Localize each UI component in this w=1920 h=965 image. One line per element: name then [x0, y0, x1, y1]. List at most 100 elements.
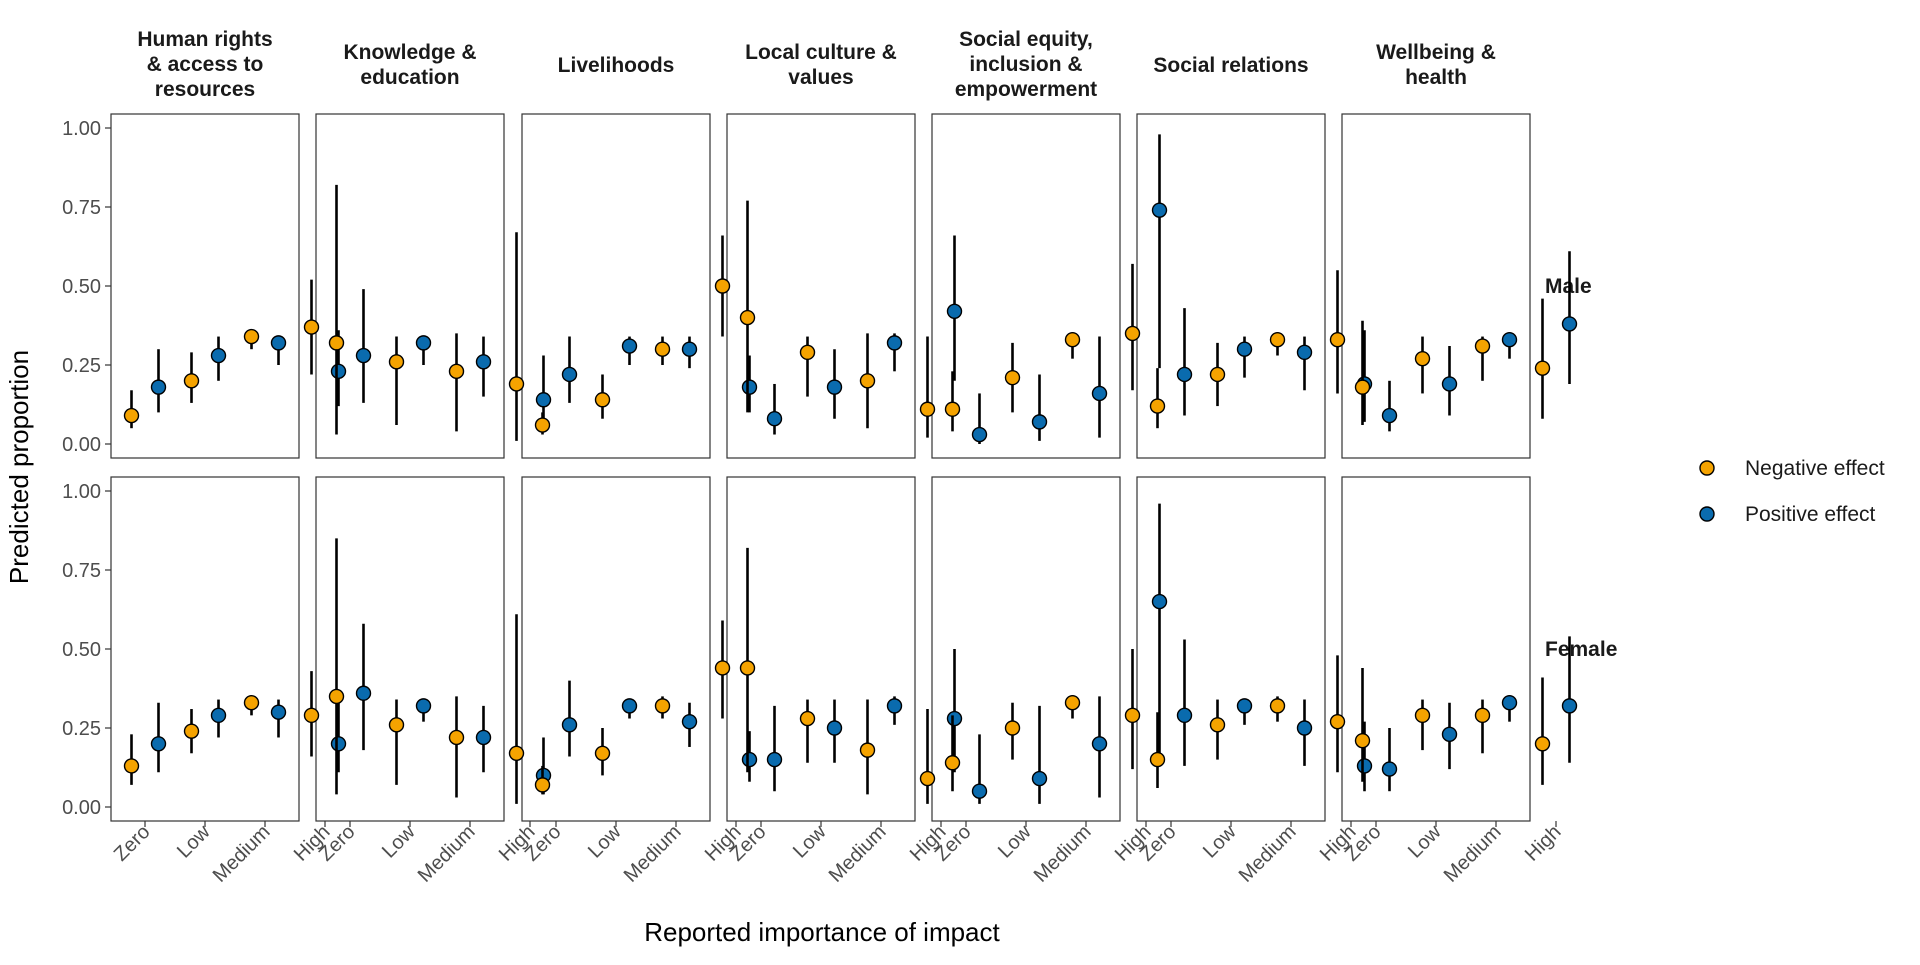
- panel-frame: [521, 113, 711, 459]
- positive-effect-point: [1356, 758, 1373, 774]
- negative-effect-point: [303, 707, 320, 724]
- y-tick-label: 0.25: [62, 718, 101, 740]
- negative-effect-point: [1149, 398, 1166, 414]
- panel-frame: [931, 476, 1121, 822]
- positive-effect-point: [1176, 707, 1193, 724]
- facet-column-label: values: [788, 66, 853, 89]
- negative-effect-point: [919, 770, 936, 787]
- negative-effect-point: [1064, 332, 1081, 348]
- x-tick-label: Low: [1404, 821, 1446, 863]
- positive-effect-point: [1236, 341, 1253, 357]
- y-tick-label: 0.00: [62, 434, 101, 456]
- x-tick-label: Medium: [825, 821, 891, 887]
- panel-frame: [1136, 113, 1326, 459]
- negative-effect-point: [859, 373, 876, 389]
- positive-effect-point: [1441, 376, 1458, 392]
- negative-effect-point: [919, 401, 936, 417]
- negative-effect-point: [1414, 707, 1431, 724]
- positive-effect-point: [1381, 761, 1398, 777]
- facet-column-label: Livelihoods: [558, 54, 675, 77]
- negative-effect-point: [388, 717, 405, 733]
- negative-effect-point: [123, 758, 140, 774]
- y-tick-label: 0.75: [62, 560, 101, 582]
- positive-effect-point: [886, 335, 903, 351]
- x-tick-label: Low: [1199, 821, 1241, 863]
- negative-effect-point: [1004, 720, 1021, 736]
- negative-effect-point: [1329, 332, 1346, 348]
- negative-effect-point: [1124, 707, 1141, 724]
- positive-effect-point: [415, 698, 432, 714]
- positive-effect-point: [355, 347, 372, 364]
- y-tick-label: 1.00: [62, 118, 101, 140]
- positive-effect-point: [766, 751, 783, 768]
- facet-column-label: education: [360, 66, 459, 89]
- positive-effect-point: [741, 751, 758, 768]
- negative-effect-point: [944, 401, 961, 417]
- y-tick-label: 0.50: [62, 639, 101, 661]
- positive-effect-point: [355, 685, 372, 701]
- positive-effect-point: [210, 707, 227, 724]
- negative-effect-point: [1209, 366, 1226, 383]
- positive-effect-point: [150, 379, 167, 395]
- panel-frame: [315, 476, 505, 822]
- facet-column-label: Knowledge &: [343, 41, 476, 64]
- panel-frame: [726, 476, 916, 822]
- x-tick-label: Medium: [620, 821, 686, 887]
- legend-swatch: [1699, 506, 1715, 522]
- negative-effect-point: [654, 341, 671, 357]
- positive-effect-point: [681, 713, 698, 730]
- negative-effect-point: [183, 723, 200, 739]
- negative-effect-point: [1124, 325, 1141, 342]
- panel-frame: [315, 113, 505, 459]
- positive-effect-point: [1441, 726, 1458, 743]
- negative-effect-point: [1329, 713, 1346, 730]
- positive-effect-point: [535, 392, 552, 408]
- negative-effect-point: [799, 344, 816, 361]
- legend-swatch: [1699, 460, 1715, 476]
- panel-frame: [110, 113, 300, 459]
- positive-effect-point: [270, 335, 287, 351]
- positive-effect-point: [1561, 698, 1578, 714]
- facet-column-label: & access to: [147, 53, 264, 76]
- y-axis-title: Predicted proportion: [4, 350, 34, 584]
- negative-effect-point: [654, 698, 671, 714]
- panel-frame: [1136, 476, 1326, 822]
- y-tick-label: 1.00: [62, 481, 101, 503]
- negative-effect-point: [1354, 732, 1371, 749]
- negative-effect-point: [508, 745, 525, 761]
- x-tick-label: Zero: [110, 821, 155, 866]
- positive-effect-point: [946, 710, 963, 727]
- negative-effect-point: [714, 278, 731, 294]
- positive-effect-point: [1151, 202, 1168, 218]
- facet-column-label: Human rights: [137, 28, 272, 51]
- negative-effect-point: [328, 688, 345, 705]
- panel-frame: [931, 113, 1121, 459]
- positive-effect-point: [561, 366, 578, 383]
- x-tick-label: Medium: [1235, 821, 1301, 887]
- negative-effect-point: [594, 392, 611, 408]
- facet-column-label: inclusion &: [969, 53, 1082, 76]
- facet-column-label: Local culture &: [745, 41, 897, 64]
- positive-effect-point: [1296, 720, 1313, 736]
- negative-effect-point: [448, 729, 465, 746]
- negative-effect-point: [1004, 369, 1021, 386]
- positive-effect-point: [971, 783, 988, 799]
- negative-effect-point: [944, 755, 961, 771]
- positive-effect-point: [1381, 407, 1398, 424]
- x-tick-label: Medium: [414, 821, 480, 887]
- facet-column-label: resources: [155, 78, 255, 101]
- positive-effect-point: [621, 698, 638, 714]
- positive-effect-point: [826, 720, 843, 736]
- panel-frame: [1341, 476, 1531, 822]
- negative-effect-point: [183, 373, 200, 389]
- negative-effect-point: [1414, 350, 1431, 367]
- panel-frame: [1341, 113, 1531, 459]
- positive-effect-point: [1501, 695, 1518, 711]
- panel-frame: [726, 113, 916, 459]
- positive-effect-point: [475, 354, 492, 370]
- positive-effect-point: [886, 698, 903, 714]
- y-tick-label: 0.00: [62, 797, 101, 819]
- y-tick-label: 0.50: [62, 276, 101, 298]
- positive-effect-point: [1031, 414, 1048, 430]
